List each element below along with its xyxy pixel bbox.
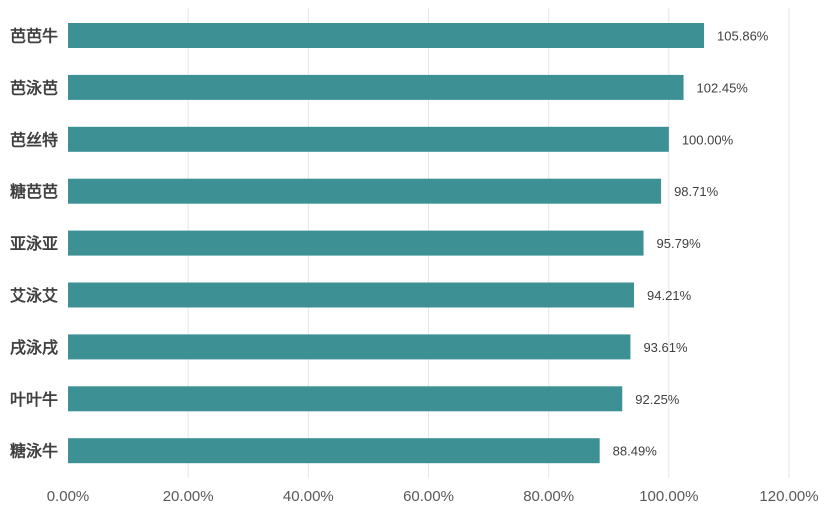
bar-3: [68, 178, 662, 204]
x-tick-label-1: 20.00%: [163, 488, 214, 505]
x-tick-label-5: 100.00%: [639, 488, 698, 505]
value-label-2: 100.00%: [682, 132, 734, 147]
x-tick-label-2: 40.00%: [283, 488, 334, 505]
x-tick-label-6: 120.00%: [759, 488, 818, 505]
bar-7: [68, 386, 623, 412]
bar-2: [68, 126, 669, 152]
bar-layer: [68, 23, 705, 464]
category-label-8: 糖泳牛: [10, 442, 58, 461]
bar-5: [68, 282, 635, 308]
category-label-0: 芭芭牛: [10, 27, 58, 46]
x-tick-label-0: 0.00%: [47, 488, 90, 505]
category-label-1: 芭泳芭: [10, 78, 58, 97]
category-label-7: 叶叶牛: [10, 390, 58, 409]
category-label-3: 糖芭芭: [10, 182, 58, 201]
value-label-6: 93.61%: [643, 340, 688, 355]
value-label-8: 88.49%: [613, 444, 658, 459]
label-layer: 芭芭牛 105.86% 芭泳芭 102.45% 芭丝特 100.00% 糖芭芭 98.71% 亚…: [10, 27, 769, 461]
bar-8: [68, 438, 600, 464]
value-label-0: 105.86%: [717, 29, 769, 44]
value-label-4: 95.79%: [657, 236, 702, 251]
category-label-4: 亚泳亚: [10, 234, 58, 253]
bar-6: [68, 334, 631, 360]
bar-4: [68, 230, 644, 256]
value-label-5: 94.21%: [647, 288, 692, 303]
x-tick-label-4: 80.00%: [523, 488, 574, 505]
value-label-1: 102.45%: [697, 80, 749, 95]
axis-layer: 0.00% 20.00% 40.00% 60.00% 80.00% 100.00% 120.…: [47, 488, 819, 505]
category-label-6: 戌泳戌: [10, 338, 58, 357]
category-label-5: 艾泳艾: [10, 286, 58, 305]
x-tick-label-3: 60.00%: [403, 488, 454, 505]
value-label-7: 92.25%: [635, 392, 680, 407]
bar-0: [68, 23, 705, 48]
value-label-3: 98.71%: [674, 184, 719, 199]
bar-1: [68, 74, 684, 100]
category-label-2: 芭丝特: [10, 130, 58, 149]
